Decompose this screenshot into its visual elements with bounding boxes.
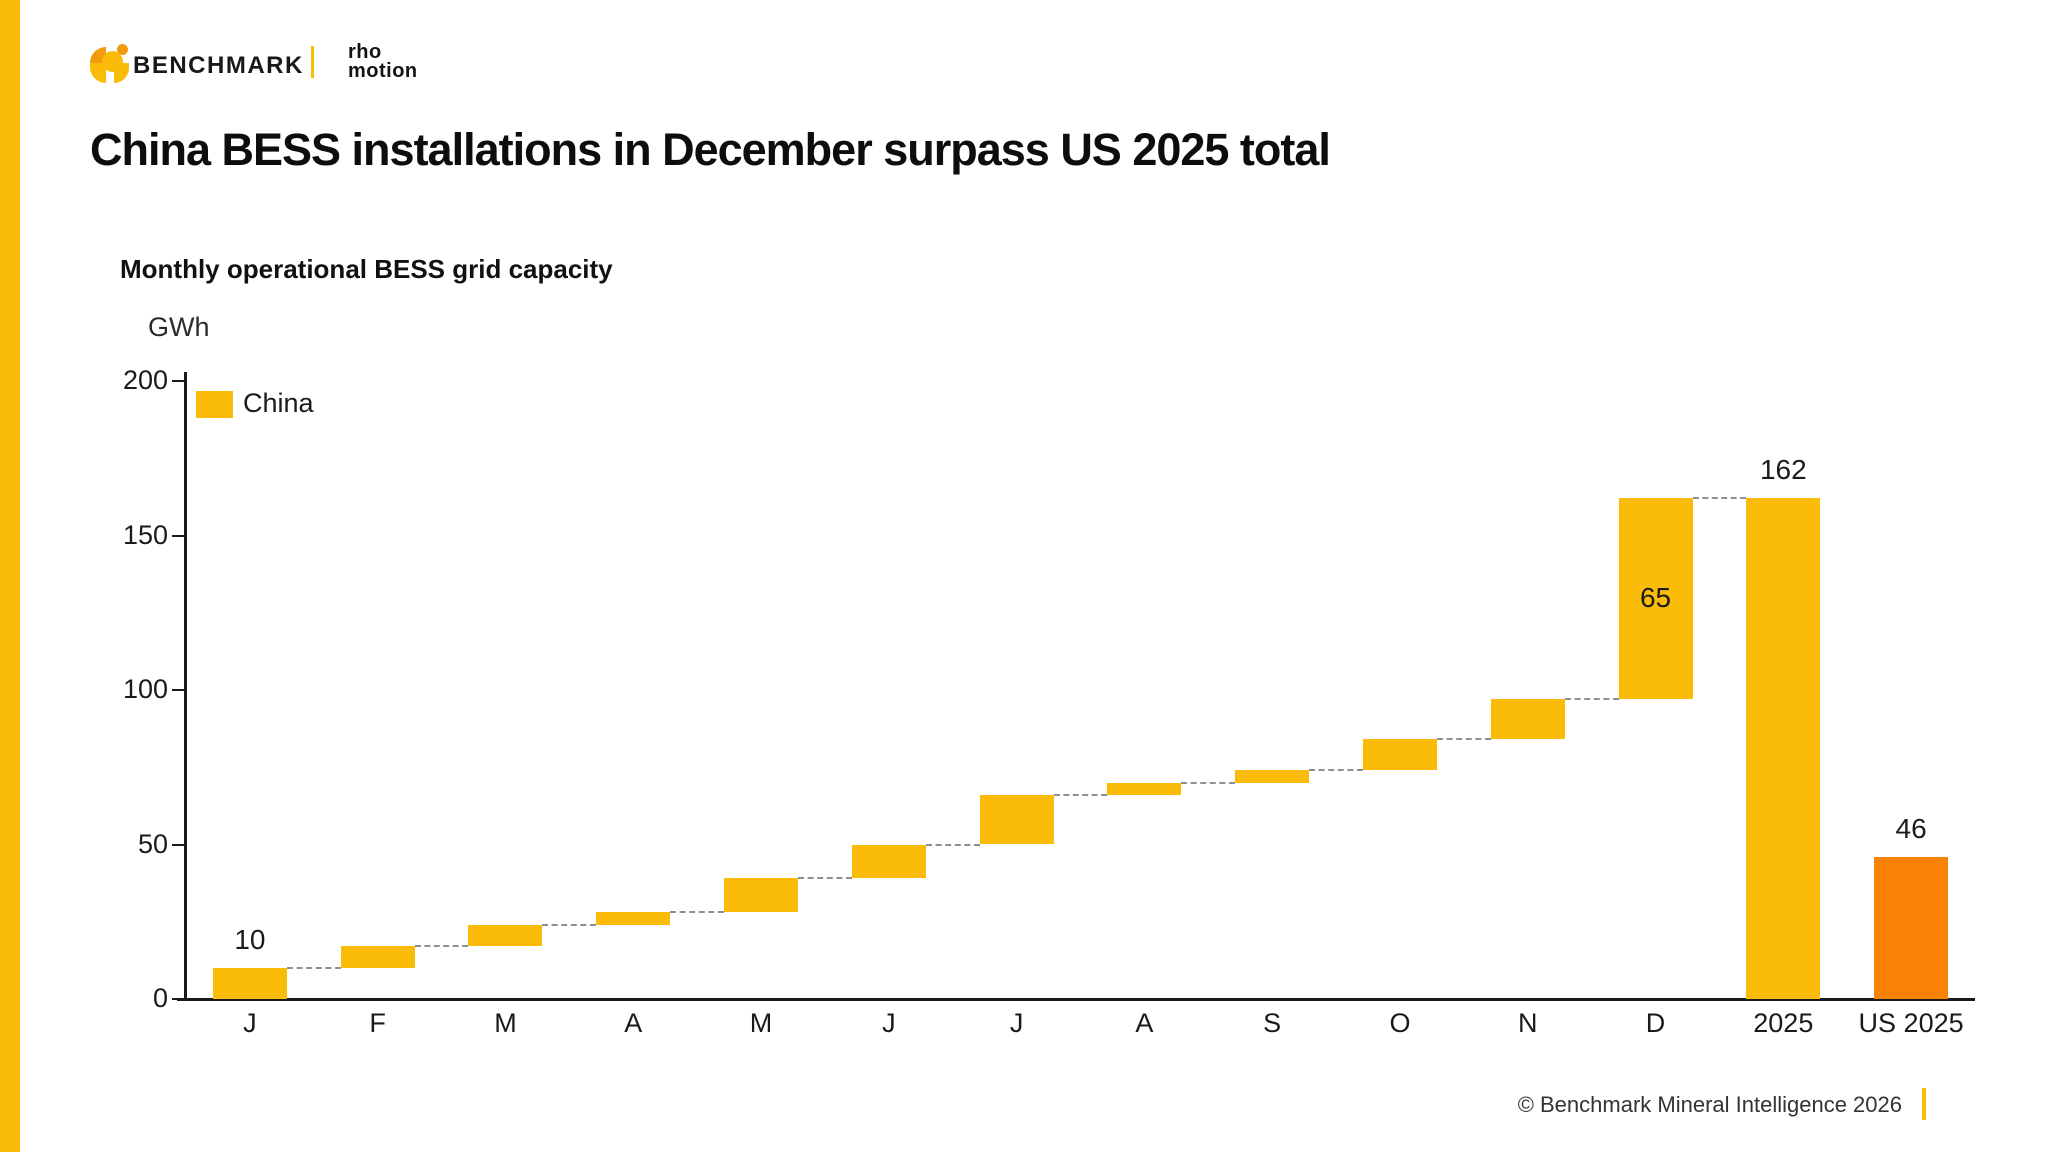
legend-label: China	[243, 388, 314, 418]
brand-name: BENCHMARK	[133, 52, 304, 79]
y-axis-line	[184, 372, 187, 999]
x-tick-label: 2025	[1753, 1008, 1814, 1038]
step-connector	[1181, 781, 1236, 784]
x-tick-label: M	[494, 1008, 517, 1038]
step-connector	[798, 877, 852, 880]
bar-N	[1490, 699, 1565, 740]
footer-divider	[1922, 1088, 1926, 1120]
y-tick-label: 50	[137, 828, 168, 859]
y-tick-mark	[172, 998, 184, 1000]
logo-shape	[90, 63, 106, 83]
y-tick-mark	[172, 534, 184, 537]
bar-value-label: 46	[1895, 812, 1927, 844]
step-connector	[670, 911, 725, 914]
x-tick-label: J	[882, 1008, 896, 1038]
footer-copyright: © Benchmark Mineral Intelligence 2026	[1517, 1092, 1902, 1117]
partner-logo-line2: motion	[348, 60, 418, 82]
bar-M	[468, 924, 543, 947]
x-tick-label: S	[1263, 1008, 1282, 1038]
bar-A	[596, 912, 671, 925]
step-connector	[286, 967, 341, 970]
step-connector	[542, 923, 597, 926]
bar-S	[1235, 770, 1310, 783]
y-tick-label: 100	[122, 674, 168, 704]
x-tick-label: O	[1389, 1008, 1411, 1038]
logo-shape	[117, 44, 128, 55]
bar-value-label: 162	[1759, 454, 1807, 486]
bar-M	[724, 878, 799, 913]
step-connector	[1053, 794, 1108, 797]
step-connector	[1692, 497, 1747, 500]
x-tick-label: N	[1517, 1008, 1538, 1038]
bar-US-2025	[1874, 856, 1949, 999]
x-tick-label: F	[369, 1008, 386, 1038]
bar-F	[340, 946, 415, 969]
bar-A	[1107, 782, 1182, 796]
legend-swatch-china	[196, 391, 233, 418]
y-tick-mark	[172, 380, 184, 382]
logo-divider	[311, 46, 314, 78]
x-tick-label: M	[749, 1008, 773, 1038]
bar-O	[1362, 739, 1437, 771]
step-connector	[925, 843, 980, 846]
y-tick-label: 0	[152, 983, 168, 1013]
step-connector	[1309, 769, 1363, 772]
x-tick-label: J	[1009, 1008, 1024, 1038]
x-axis-line	[177, 998, 1975, 1001]
y-tick-label: 150	[122, 519, 168, 550]
y-axis-unit-label: GWh	[148, 312, 210, 342]
step-connector	[1436, 738, 1491, 741]
benchmark-logo-icon	[90, 38, 132, 84]
bar-D	[1618, 498, 1693, 700]
page-title: China BESS installations in December sur…	[90, 124, 1331, 175]
x-tick-label: J	[243, 1008, 257, 1038]
x-tick-label: A	[624, 1008, 643, 1038]
accent-stripe	[0, 0, 20, 1152]
bar-2025	[1746, 498, 1821, 999]
partner-logo-line1: rho	[348, 41, 382, 63]
bar-value-label: 10	[234, 924, 266, 956]
step-connector	[414, 945, 469, 948]
bar-J	[851, 844, 926, 879]
x-tick-label: A	[1135, 1008, 1154, 1038]
bar-J	[979, 795, 1054, 845]
bar-J	[212, 968, 287, 999]
chart-subtitle: Monthly operational BESS grid capacity	[120, 254, 613, 284]
x-tick-label: D	[1645, 1008, 1666, 1038]
y-tick-mark	[172, 843, 184, 846]
partner-logo-rho-motion: rho motion	[348, 41, 418, 82]
step-connector	[1564, 698, 1619, 701]
y-tick-mark	[172, 689, 184, 691]
bar-value-label: 65	[1639, 581, 1672, 613]
x-tick-label: US 2025	[1858, 1008, 1964, 1038]
y-tick-label: 200	[122, 365, 168, 395]
